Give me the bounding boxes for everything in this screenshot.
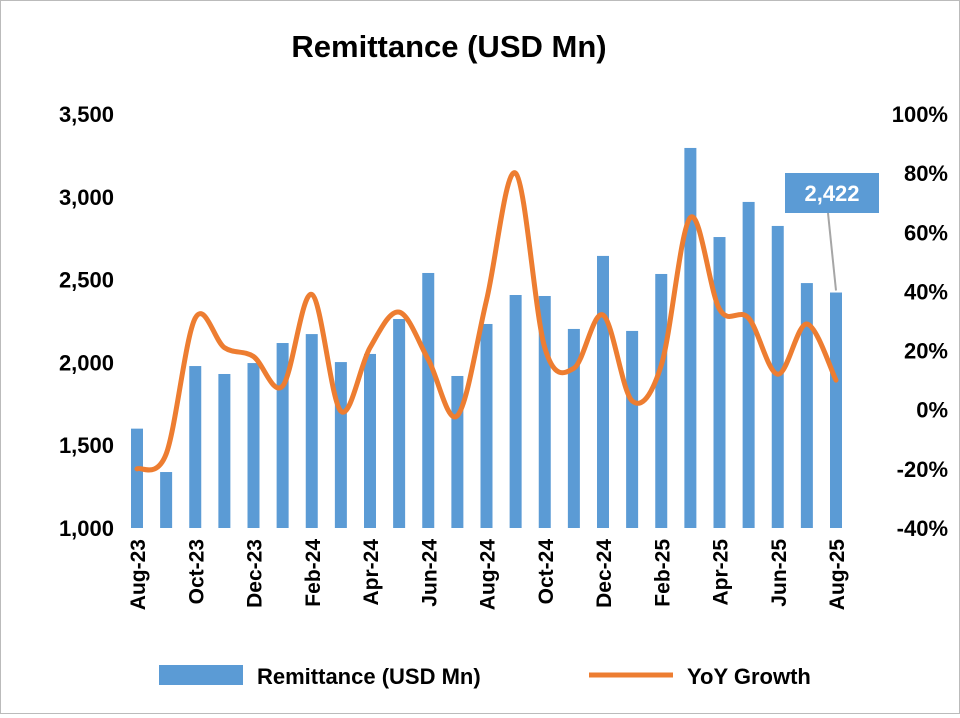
y-right-tick-label: 20% [904,339,948,364]
y-left-tick-label: 3,500 [59,102,114,127]
x-tick-label: Feb-25 [651,539,674,607]
y-right-tick-label: -20% [897,457,948,482]
annotation-label: 2,422 [804,181,859,206]
y-right-tick-label: 100% [892,102,948,127]
bar-Mar-24 [334,362,347,528]
bar-Mar-25 [684,147,697,528]
bar-Jul-24 [451,375,464,528]
y-right-tick-label: 0% [916,398,948,423]
bar-Sep-23 [160,472,173,528]
x-tick-label: Aug-24 [477,539,500,610]
bar-Jun-24 [422,272,435,528]
x-tick-label: Jun-25 [768,539,791,607]
y-left-tick-label: 3,000 [59,185,114,210]
bar-May-25 [742,201,755,528]
legend: Remittance (USD Mn) YoY Growth [159,664,811,689]
y-right-tick-label: 80% [904,161,948,186]
y-right-tick-label: 40% [904,279,948,304]
bar-Apr-25 [713,237,726,528]
x-tick-label: Dec-23 [244,539,267,608]
bar-Dec-24 [597,255,609,529]
x-tick-label: Oct-24 [535,539,558,605]
bar-Sep-24 [509,295,522,528]
annotation-box [785,173,879,213]
legend-label-yoy: YoY Growth [687,664,811,689]
y-left-tick-label: 1,500 [59,433,114,458]
bar-Aug-24 [480,323,493,528]
bar-Apr-24 [364,353,376,528]
y-left-tick-label: 1,000 [59,516,114,541]
bar-Jan-25 [626,330,639,528]
bar-May-24 [393,319,406,528]
bar-Jun-25 [771,225,784,528]
bar-Oct-23 [189,366,202,528]
legend-label-remittance: Remittance (USD Mn) [257,664,481,689]
chart-title: Remittance (USD Mn) [291,29,606,64]
x-tick-label: Jun-24 [418,539,441,607]
x-tick-label: Dec-24 [593,539,616,608]
y-right-tick-label: -40% [897,516,948,541]
x-tick-label: Apr-25 [710,539,733,606]
bar-Dec-23 [247,363,260,528]
x-tick-label: Aug-23 [127,539,150,610]
bar-Nov-23 [218,373,231,528]
bar-Aug-25 [830,292,842,528]
y-right-tick-label: 60% [904,220,948,245]
annotation-leader-line [827,212,837,291]
x-tick-label: Feb-24 [302,539,325,607]
y-left-tick-label: 2,500 [59,268,114,293]
bar-Feb-24 [305,334,318,528]
y-left-tick-label: 2,000 [59,350,114,375]
bar-Nov-24 [567,328,580,528]
yoy-growth-line [134,170,839,473]
x-tick-label: Apr-24 [360,539,383,606]
bar-Aug-23 [131,428,143,528]
legend-swatch-bar [159,665,243,685]
x-tick-label: Oct-23 [185,539,208,604]
bar-Jul-25 [800,283,813,528]
x-tick-label: Aug-25 [826,539,849,610]
bar-Feb-25 [655,273,668,528]
